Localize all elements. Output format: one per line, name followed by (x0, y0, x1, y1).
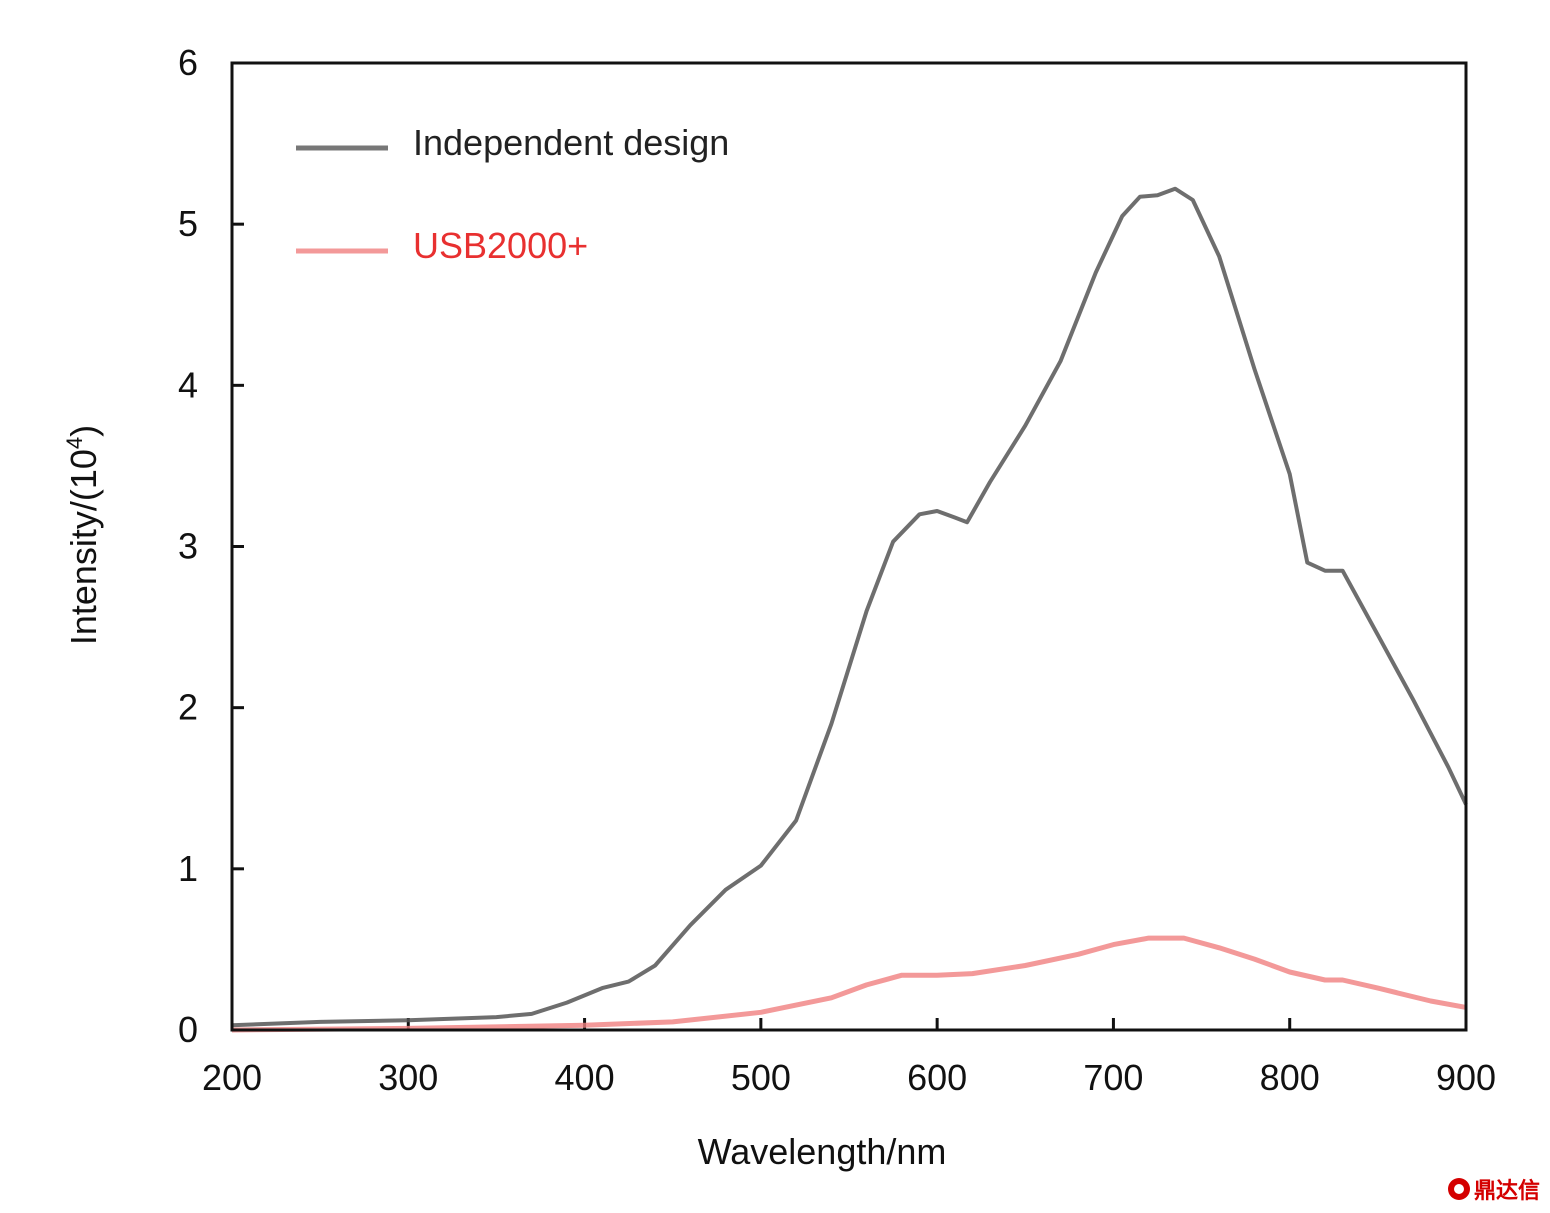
legend-label-2: USB2000+ (413, 225, 588, 266)
x-tick-label: 700 (1083, 1057, 1143, 1098)
legend: Independent design USB2000+ (296, 122, 729, 266)
series-line-1 (231, 186, 1468, 1028)
y-tick-label: 5 (178, 203, 198, 244)
x-tick-label: 500 (731, 1057, 791, 1098)
x-axis-title: Wavelength/nm (698, 1131, 947, 1172)
x-tick-label: 800 (1260, 1057, 1320, 1098)
y-axis-title-end: ) (63, 425, 104, 437)
y-tick-label: 1 (178, 848, 198, 889)
y-tick-label: 6 (178, 42, 198, 83)
x-tick-label: 900 (1436, 1057, 1496, 1098)
x-tick-label: 600 (907, 1057, 967, 1098)
y-tick-label: 0 (178, 1009, 198, 1050)
watermark-logo: 鼎达信 (1447, 1173, 1540, 1205)
x-tick-label: 300 (378, 1057, 438, 1098)
series-layer (231, 186, 1468, 1033)
y-tick-label: 2 (178, 687, 198, 728)
legend-label-1: Independent design (413, 122, 729, 163)
watermark-icon (1447, 1178, 1470, 1200)
y-axis-title-superscript: 4 (62, 437, 87, 449)
y-tick-label: 3 (178, 526, 198, 567)
y-tick-label: 4 (178, 364, 198, 405)
plot-frame (230, 61, 1468, 1032)
y-axis-title: Intensity/(104) (62, 425, 104, 645)
watermark-text: 鼎达信 (1473, 1179, 1540, 1204)
y-axis-ticks: 0 1 2 3 4 5 6 (178, 42, 244, 1050)
x-tick-label: 200 (202, 1057, 262, 1098)
x-tick-label: 400 (555, 1057, 615, 1098)
x-axis-ticks: 200 300 400 500 600 700 800 900 (202, 1018, 1496, 1098)
series-line-2 (231, 935, 1467, 1033)
y-axis-title-main: Intensity/(10 (63, 449, 104, 645)
